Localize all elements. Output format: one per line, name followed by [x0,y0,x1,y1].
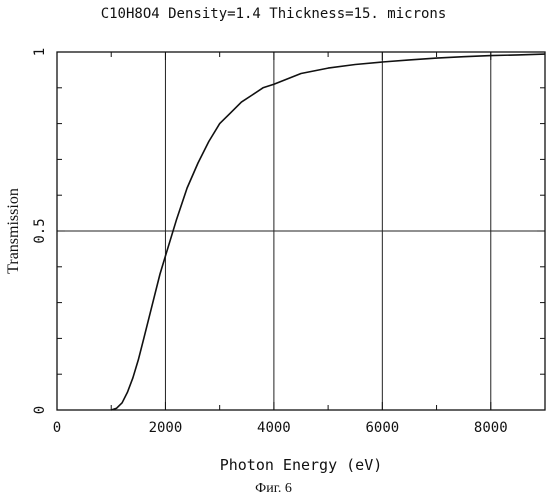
x-tick-label: 8000 [474,420,508,436]
x-tick-label: 0 [53,420,61,436]
x-tick-label: 6000 [365,420,399,436]
y-tick-label: 0.5 [32,218,48,243]
figure-caption: Фиг. 6 [0,481,547,497]
x-tick-label: 4000 [257,420,291,436]
transmission-curve [111,54,545,410]
y-tick-label: 1 [32,48,48,56]
x-axis-label: Photon Energy (eV) [220,456,383,474]
y-tick-label: 0 [32,406,48,414]
x-tick-label: 2000 [149,420,183,436]
y-axis-label: Transmission [5,188,22,274]
